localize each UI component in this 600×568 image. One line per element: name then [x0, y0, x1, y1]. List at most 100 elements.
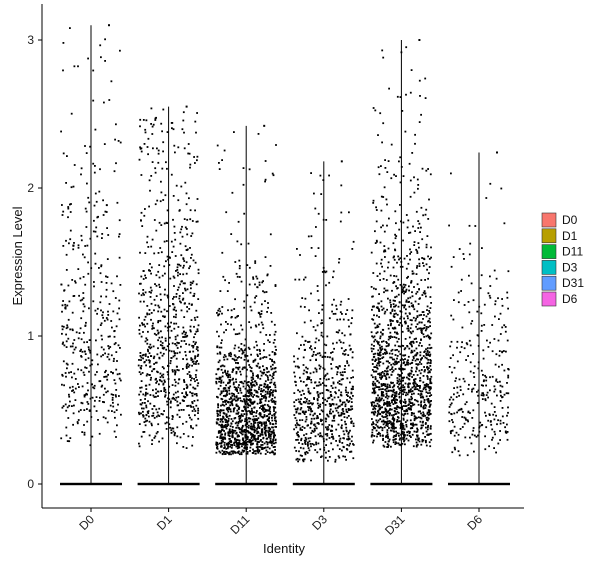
data-point	[406, 419, 409, 422]
data-point	[232, 393, 235, 395]
data-point	[80, 338, 83, 341]
data-point	[485, 197, 488, 199]
data-point	[106, 258, 109, 260]
data-point	[352, 388, 354, 390]
data-point	[394, 305, 396, 308]
data-point	[416, 328, 419, 331]
data-point	[382, 444, 385, 447]
data-point	[412, 357, 415, 360]
data-point	[337, 331, 340, 334]
data-point	[114, 382, 117, 385]
data-point	[166, 403, 169, 406]
data-point	[317, 394, 320, 397]
data-point	[390, 363, 393, 366]
data-point	[392, 399, 394, 401]
data-point	[380, 305, 383, 308]
data-point	[91, 435, 94, 438]
data-point	[411, 386, 414, 389]
data-point	[459, 428, 462, 430]
data-point	[261, 444, 264, 446]
data-point	[325, 284, 327, 287]
data-point	[266, 274, 269, 277]
data-point	[340, 391, 343, 394]
data-point	[181, 235, 184, 238]
data-point	[153, 396, 156, 398]
data-point	[153, 327, 155, 330]
data-point	[317, 423, 320, 425]
data-point	[236, 447, 239, 450]
data-point	[323, 368, 326, 371]
data-point	[240, 324, 242, 327]
data-point	[252, 448, 254, 451]
data-point	[372, 426, 375, 428]
data-point	[316, 290, 319, 292]
data-point	[330, 412, 333, 415]
data-point	[256, 402, 259, 405]
data-point	[142, 393, 145, 396]
data-point	[429, 379, 432, 382]
data-point	[417, 227, 420, 229]
data-point	[351, 435, 353, 438]
data-point	[173, 397, 175, 400]
data-point	[157, 332, 160, 335]
data-point	[232, 369, 234, 372]
data-point	[189, 374, 191, 377]
data-point	[425, 315, 428, 318]
data-point	[338, 380, 341, 382]
data-point	[386, 397, 389, 400]
data-point	[173, 434, 176, 437]
data-point	[77, 268, 80, 270]
data-point	[425, 326, 428, 328]
data-point	[158, 286, 161, 288]
data-point	[176, 413, 179, 416]
data-point	[341, 442, 344, 444]
data-point	[418, 321, 421, 324]
data-point	[396, 95, 399, 98]
data-point	[138, 316, 140, 319]
data-point	[268, 416, 271, 419]
data-point	[418, 246, 420, 249]
data-point	[307, 441, 309, 444]
data-point	[467, 355, 469, 357]
data-point	[382, 196, 385, 198]
data-point	[63, 344, 66, 347]
data-point	[304, 451, 306, 454]
data-point	[303, 434, 305, 437]
data-point	[483, 324, 486, 326]
data-point	[383, 230, 386, 233]
data-point	[311, 429, 314, 432]
data-point	[388, 376, 391, 379]
data-point	[376, 366, 378, 369]
data-point	[377, 302, 380, 305]
data-point	[247, 431, 250, 434]
data-point	[73, 391, 76, 394]
data-point	[379, 346, 382, 349]
data-point	[227, 401, 230, 404]
data-point	[318, 312, 320, 314]
data-point	[74, 387, 77, 390]
data-point	[266, 446, 269, 449]
data-point	[296, 434, 299, 436]
data-point	[477, 367, 480, 370]
data-point	[300, 394, 303, 396]
data-point	[64, 303, 67, 306]
data-point	[383, 426, 386, 429]
data-point	[401, 442, 404, 445]
data-point	[384, 370, 386, 372]
data-point	[118, 219, 121, 222]
data-point	[451, 371, 453, 374]
data-point	[110, 282, 113, 285]
data-point	[255, 295, 258, 297]
data-point	[315, 354, 317, 356]
data-point	[155, 415, 158, 418]
data-point	[223, 331, 225, 334]
data-point	[409, 319, 412, 321]
data-point	[251, 413, 253, 415]
data-point	[107, 310, 109, 313]
data-point	[386, 224, 388, 227]
data-point	[246, 423, 249, 425]
data-point	[377, 426, 380, 429]
data-point	[191, 444, 194, 447]
data-point	[477, 389, 480, 392]
data-point	[412, 272, 415, 275]
